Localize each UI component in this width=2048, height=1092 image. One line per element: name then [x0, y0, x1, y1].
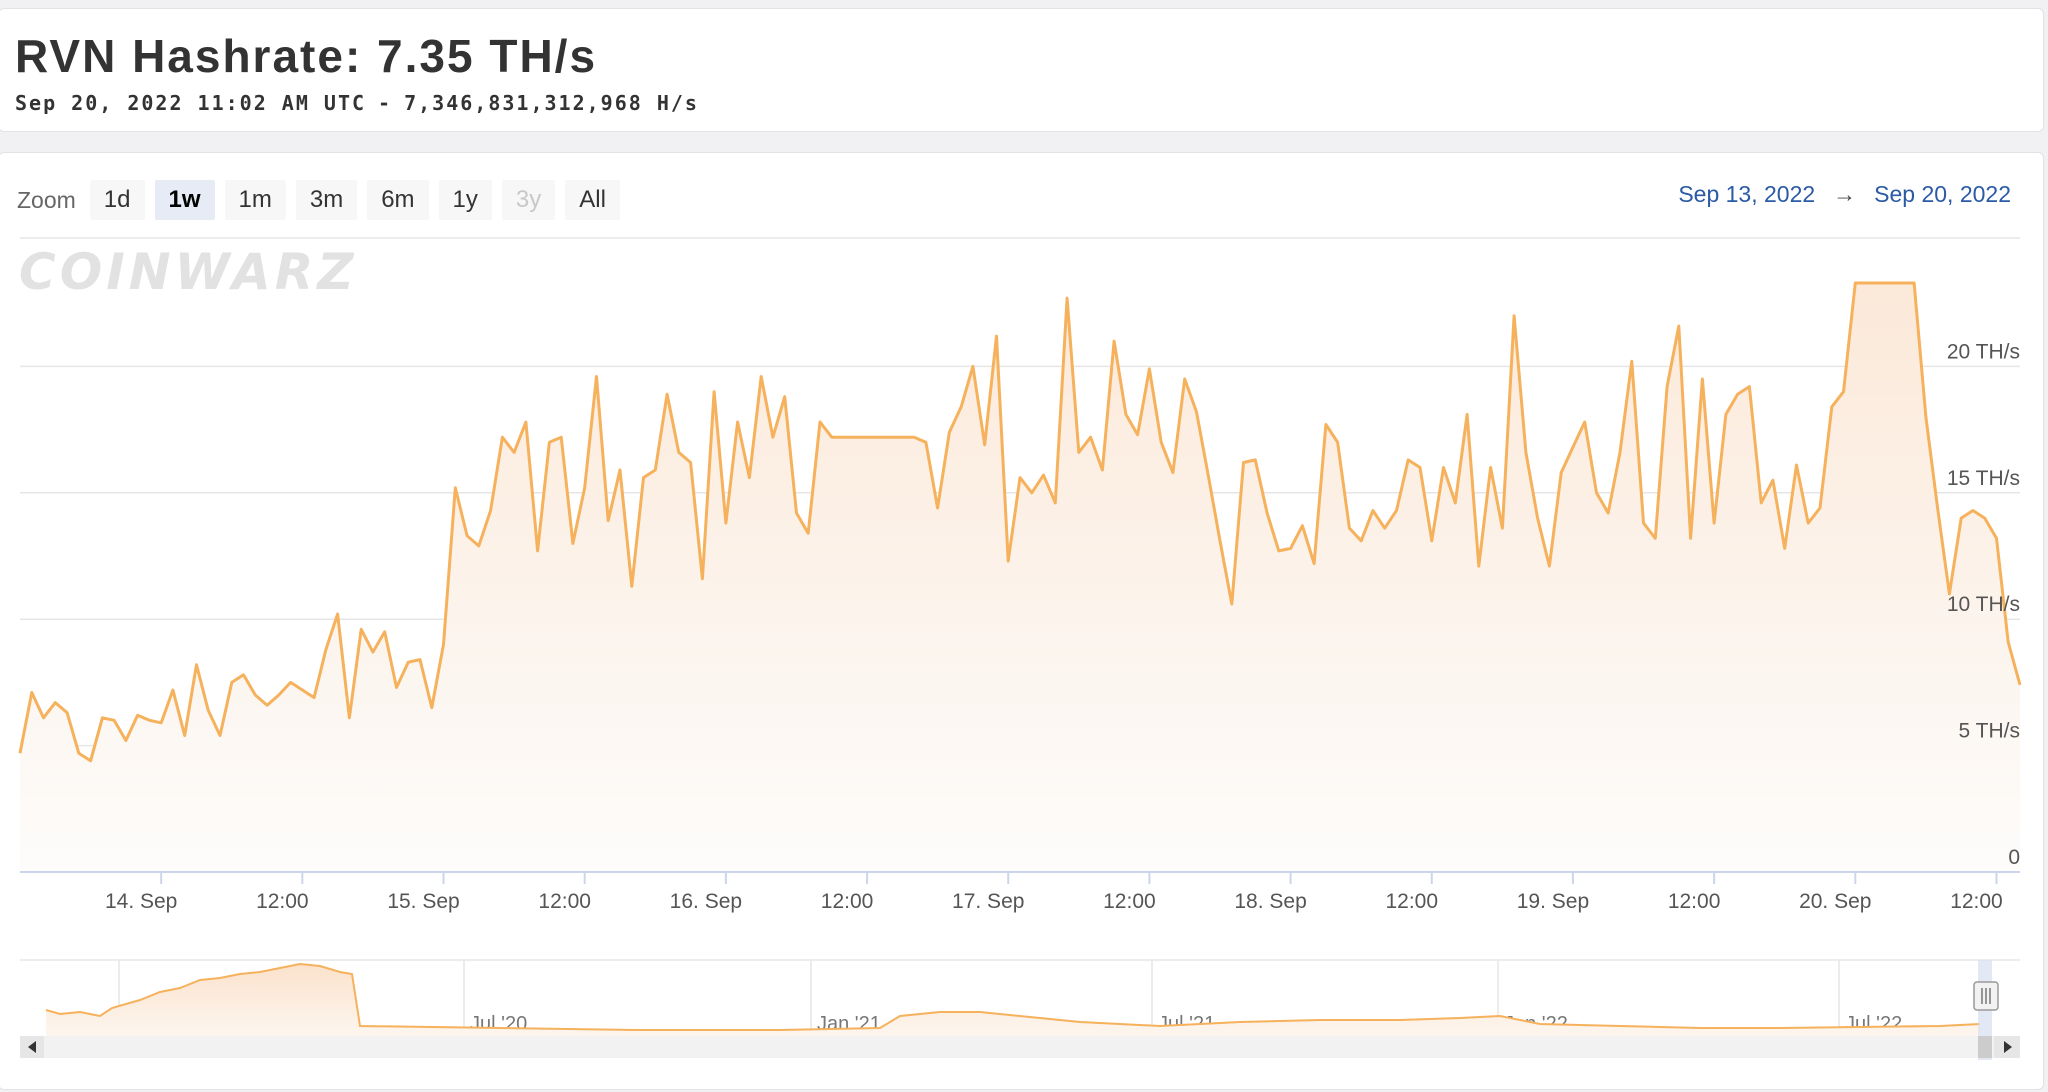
- x-axis: 14. Sep 12:00 15. Sep 12:00 16. Sep 12:00 17. …: [20, 871, 2020, 913]
- x-tick-label: 12:00: [538, 890, 591, 913]
- y-tick-label: 20 TH/s: [1947, 340, 2020, 363]
- zoom-all-button[interactable]: All: [565, 180, 620, 220]
- zoom-1w-button[interactable]: 1w: [154, 180, 215, 220]
- scrollbar-thumb[interactable]: [1978, 1036, 1992, 1058]
- x-tick-label: 20. Sep: [1799, 890, 1871, 913]
- zoom-toolbar: Zoom 1d 1w 1m 3m 6m 1y 3y All: [17, 179, 630, 221]
- zoom-1m-button[interactable]: 1m: [224, 180, 286, 220]
- scroll-left-button[interactable]: [20, 1036, 44, 1058]
- page-title: RVN Hashrate: 7.35 TH/s: [15, 30, 598, 82]
- zoom-6m-button[interactable]: 6m: [367, 180, 429, 220]
- scroll-right-button[interactable]: [1994, 1036, 2020, 1058]
- watermark-logo: COINWARZ: [19, 243, 358, 301]
- raw-hashrate: 7,346,831,312,968 H/s: [404, 91, 699, 115]
- series-area-fill: [20, 283, 2020, 872]
- range-arrow-icon: →: [1833, 181, 1857, 207]
- x-tick-label: 12:00: [1103, 890, 1156, 913]
- range-from-input[interactable]: Sep 13, 2022: [1678, 181, 1816, 207]
- navigator-line: [45, 962, 1981, 1031]
- y-axis: 0 5 TH/s 10 TH/s 15 TH/s 20 TH/s: [1947, 340, 2020, 869]
- header-card: RVN Hashrate: 7.35 TH/s Sep 20, 2022 11:…: [0, 8, 2044, 132]
- zoom-label: Zoom: [17, 186, 76, 213]
- zoom-3y-button: 3y: [501, 180, 556, 220]
- zoom-1d-button[interactable]: 1d: [89, 180, 145, 220]
- zoom-3m-button[interactable]: 3m: [295, 180, 358, 220]
- chevron-right-icon: [2004, 1041, 2012, 1053]
- y-tick-label: 10 TH/s: [1947, 593, 2020, 616]
- x-tick-label: 15. Sep: [387, 890, 459, 913]
- range-to-input[interactable]: Sep 20, 2022: [1874, 181, 2011, 207]
- chevron-left-icon: [28, 1041, 36, 1053]
- scrollbar-track[interactable]: [20, 1036, 2020, 1058]
- x-tick-label: 12:00: [1668, 890, 1721, 913]
- x-tick-label: 12:00: [1385, 890, 1438, 913]
- y-tick-label: 15 TH/s: [1947, 467, 2020, 490]
- y-tick-label: 0: [2008, 846, 2020, 869]
- x-tick-label: 16. Sep: [670, 890, 742, 913]
- navigator-handle-icon[interactable]: [1973, 981, 1999, 1011]
- x-tick-label: 12:00: [1950, 890, 2003, 913]
- y-tick-label: 5 TH/s: [1959, 720, 2020, 743]
- x-tick-label: 18. Sep: [1234, 890, 1306, 913]
- navigator-area: [46, 964, 1980, 1036]
- x-tick-label: 12:00: [821, 890, 874, 913]
- x-tick-label: 19. Sep: [1517, 890, 1589, 913]
- subtitle-separator: -: [378, 91, 393, 115]
- x-tick-label: 14. Sep: [105, 890, 177, 913]
- zoom-1y-button[interactable]: 1y: [438, 180, 492, 220]
- date-range: Sep 13, 2022 → Sep 20, 2022: [1678, 181, 2011, 208]
- x-tick-label: 17. Sep: [952, 890, 1024, 913]
- x-tick-label: 12:00: [256, 890, 309, 913]
- timestamp: Sep 20, 2022 11:02 AM UTC: [15, 91, 367, 115]
- subtitle: Sep 20, 2022 11:02 AM UTC -7,346,831,312,…: [15, 91, 699, 115]
- series-area: [18, 281, 2022, 872]
